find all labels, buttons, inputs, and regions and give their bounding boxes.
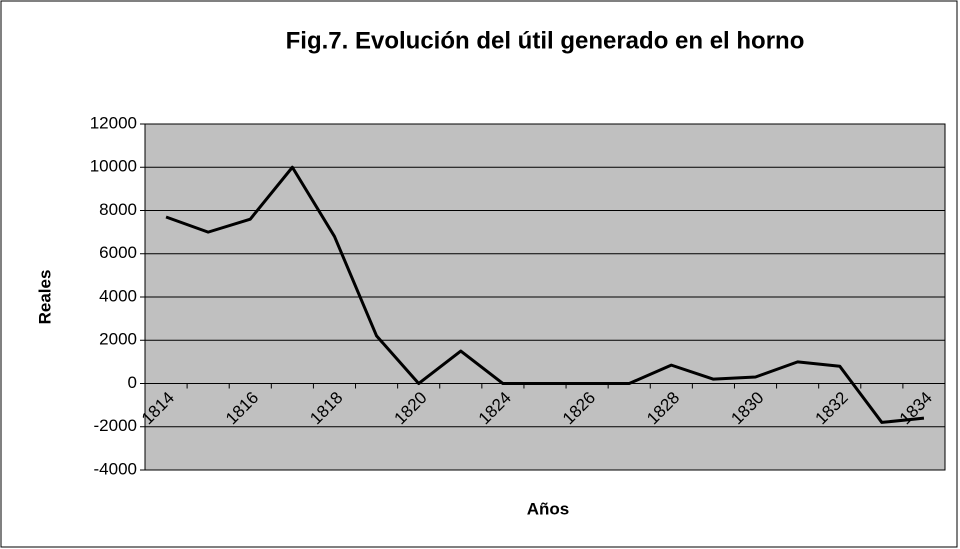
y-tick-label: 6000 [99, 243, 137, 262]
x-axis-label: Años [527, 499, 570, 518]
y-tick-label: -4000 [94, 459, 137, 478]
y-tick-label: 2000 [99, 330, 137, 349]
y-tick-label: 4000 [99, 286, 137, 305]
y-tick-label: -2000 [94, 416, 137, 435]
y-tick-label: 12000 [90, 113, 137, 132]
y-tick-label: 8000 [99, 200, 137, 219]
y-axis-label: Reales [35, 270, 54, 325]
y-tick-label: 0 [128, 373, 137, 392]
y-tick-label: 10000 [90, 157, 137, 176]
chart-title: Fig.7. Evolución del útil generado en el… [286, 27, 805, 54]
line-series [165, 165, 925, 424]
